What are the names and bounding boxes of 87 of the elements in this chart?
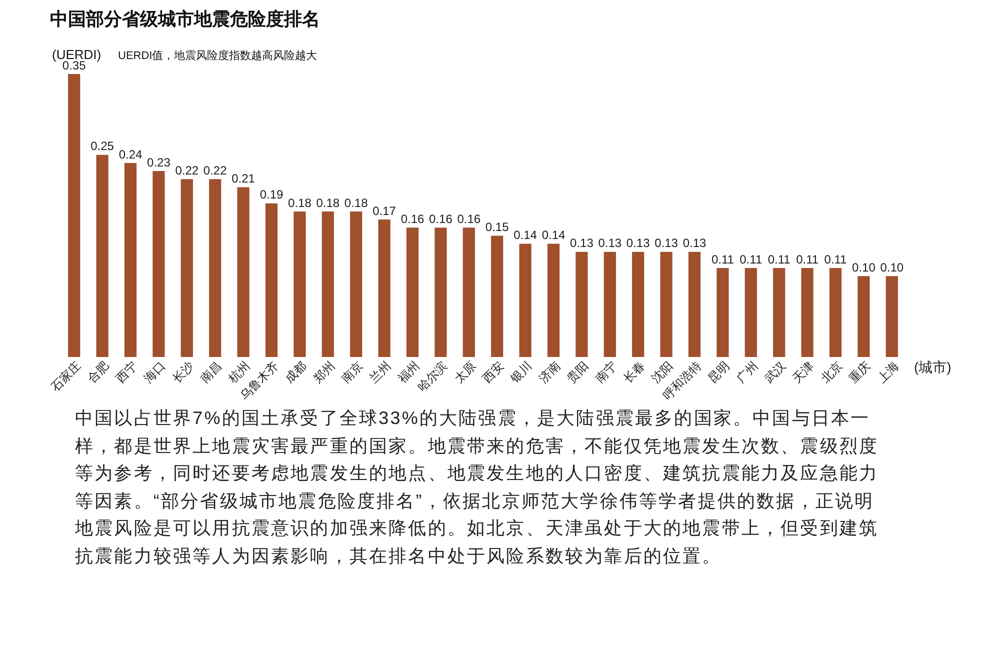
x-tick-label: 太原 (451, 358, 478, 386)
bar (688, 252, 701, 357)
x-tick-label: 郑州 (310, 358, 338, 386)
data-label: 0.18 (288, 196, 312, 210)
x-tick-label: 重庆 (846, 358, 874, 386)
bar (632, 252, 644, 357)
data-label: 0.18 (344, 196, 368, 210)
bar (829, 268, 842, 357)
x-tick-label: 西宁 (113, 358, 140, 386)
x-tick-label: 广州 (733, 358, 760, 386)
bar (519, 244, 532, 357)
data-label: 0.24 (118, 147, 142, 162)
data-label: 0.16 (429, 212, 453, 226)
x-tick-label: 上海 (874, 358, 902, 386)
bar (547, 244, 560, 357)
bar (322, 211, 334, 357)
x-axis-title: (城市) (914, 358, 952, 375)
bar (209, 179, 222, 357)
bar (604, 252, 616, 357)
x-tick-label: 济南 (536, 358, 563, 386)
data-label: 0.18 (316, 196, 340, 210)
x-tick-label: 合肥 (84, 358, 112, 386)
x-tick-label: 兰州 (366, 358, 394, 386)
x-tick-label: 昆明 (705, 358, 732, 386)
x-tick-label: 石家庄 (48, 358, 84, 394)
x-tick-label: 南昌 (198, 358, 225, 386)
data-label: 0.10 (852, 260, 876, 274)
bar (801, 268, 814, 357)
x-tick-label: 西安 (480, 358, 507, 386)
data-label: 0.11 (796, 252, 819, 266)
bar (406, 228, 419, 357)
bar (491, 236, 504, 357)
bar (660, 252, 672, 357)
data-label: 0.16 (457, 212, 481, 226)
x-tick-label: 长春 (620, 358, 648, 386)
x-tick-label: 武汉 (762, 358, 789, 386)
data-label: 0.17 (372, 204, 396, 218)
data-label: 0.25 (90, 139, 114, 154)
text: 中国以占世界7%的国土承受了全球33%的大陆强震，是大陆强震最多的国家。中国与日本一样，都是世界上地震灾害最严重的国家。地震带来的危害，不能仅凭地震发生次数、震级烈度等为参考，同时还要考虑地震发生的地点、地震发生地的人口密度、建筑抗震能力及应急能力等因素。“部分省级城市地震危险度排名”，依据北京师范大学徐伟等学者提供的数据，正说明地震风险是可以用抗震意识的加强来降低的。如北京、天津虽处于大的地震带上，但受到建筑抗震能力较强等人为因素影响，其在排名中处于风险系数较为靠后的位置。 (75, 407, 880, 568)
data-label: 0.10 (880, 260, 904, 274)
data-label: 0.23 (147, 155, 171, 170)
bar (744, 268, 757, 357)
x-tick-label: 银川 (507, 358, 535, 386)
data-label: 0.21 (232, 172, 256, 186)
x-tick-label: 成都 (282, 358, 310, 386)
bar (434, 228, 447, 357)
bar (773, 268, 786, 357)
bar (716, 268, 729, 357)
x-tick-label: 北京 (818, 358, 845, 386)
bar (265, 203, 278, 357)
bar (350, 211, 362, 357)
data-label: 0.13 (570, 236, 594, 250)
data-label: 0.19 (260, 188, 284, 202)
bar (378, 220, 390, 357)
data-label: 0.13 (626, 236, 650, 250)
data-label: 0.11 (711, 252, 734, 266)
data-label: 0.22 (203, 163, 228, 178)
bar (180, 179, 193, 357)
bar (237, 187, 250, 357)
bar (462, 228, 475, 357)
bar (886, 276, 898, 357)
bar (576, 252, 588, 357)
bar (68, 74, 80, 357)
data-label: 0.15 (485, 220, 510, 234)
bar (294, 211, 306, 357)
bar (152, 171, 165, 357)
data-label: 0.14 (514, 228, 538, 242)
bar (96, 154, 108, 357)
data-label: 0.14 (542, 228, 566, 242)
chart-title: 中国部分省级城市地震危险度排名 (50, 8, 320, 31)
x-tick-label: 南宁 (592, 358, 620, 386)
data-label: 0.13 (598, 236, 622, 250)
x-tick-label: 贵阳 (564, 358, 592, 386)
data-label: 0.11 (740, 252, 762, 266)
data-label: 0.22 (175, 163, 199, 178)
x-tick-label: 海口 (141, 358, 168, 386)
data-label: 0.13 (654, 236, 678, 250)
data-label: 0.13 (682, 236, 706, 250)
x-tick-label: 天津 (790, 358, 817, 386)
bar (858, 276, 870, 357)
data-label: 0.16 (400, 212, 424, 226)
data-label: 0.11 (824, 252, 848, 266)
chart-subtitle: UERDI值，地震风险度指数越高风险越大 (118, 48, 318, 63)
x-tick-label: 长沙 (169, 358, 196, 386)
bar (124, 162, 137, 357)
x-tick-label: 南京 (338, 358, 366, 386)
data-label: 0.11 (768, 252, 791, 266)
